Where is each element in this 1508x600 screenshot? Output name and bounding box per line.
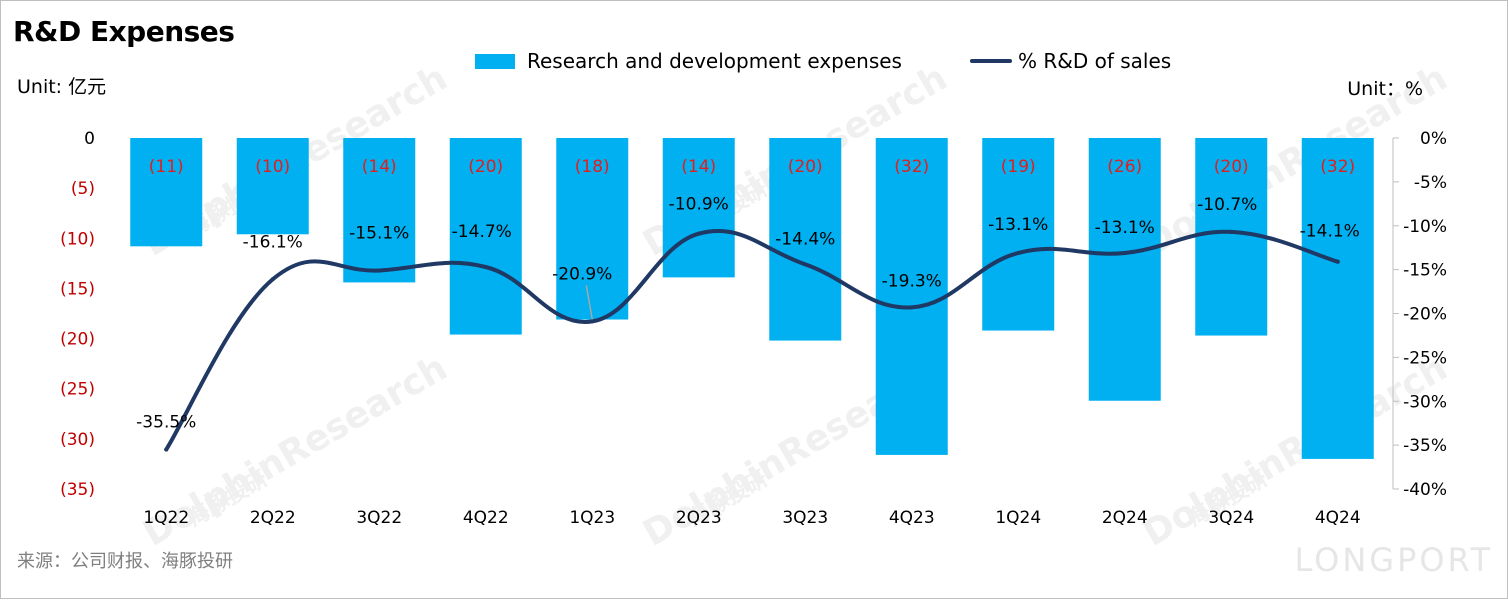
legend-bar-label: Research and development expenses xyxy=(527,49,902,73)
bar-label-1Q24: (19) xyxy=(1001,157,1036,177)
line-label-4Q22: -14.7% xyxy=(452,222,512,242)
legend-item-line: % R&D of sales xyxy=(969,49,1172,73)
left-tick-label: (15) xyxy=(60,279,95,299)
x-tick-label-4Q22: 4Q22 xyxy=(463,508,509,528)
longport-watermark: LONGPORT xyxy=(1294,541,1493,579)
bar-1Q23 xyxy=(556,138,629,320)
line-label-1Q22: -35.5% xyxy=(136,413,196,433)
x-tick-label-1Q22: 1Q22 xyxy=(143,508,189,528)
left-unit-label: Unit: 亿元 xyxy=(17,76,107,98)
bar-label-1Q22: (11) xyxy=(149,157,184,177)
chart-title: R&D Expenses xyxy=(13,15,235,48)
bar-3Q23 xyxy=(769,138,842,341)
bar-label-2Q24: (26) xyxy=(1107,157,1142,177)
left-tick-label: (5) xyxy=(71,179,95,199)
right-tick-label: -25% xyxy=(1403,348,1447,368)
x-tick-label-3Q23: 3Q23 xyxy=(782,508,828,528)
bar-label-3Q23: (20) xyxy=(788,157,823,177)
legend-line-label: % R&D of sales xyxy=(1017,49,1172,73)
line-point-1Q24 xyxy=(1016,250,1021,255)
x-tick-label-3Q22: 3Q22 xyxy=(356,508,402,528)
x-tick-label-4Q23: 4Q23 xyxy=(889,508,935,528)
x-tick-label-1Q24: 1Q24 xyxy=(995,508,1041,528)
right-tick-label: -10% xyxy=(1403,217,1447,237)
bar-4Q24 xyxy=(1301,138,1374,459)
left-tick-label: (35) xyxy=(60,480,95,500)
line-label-2Q22: -16.1% xyxy=(243,232,303,252)
line-label-1Q24: -13.1% xyxy=(988,215,1048,235)
legend-item-bar: Research and development expenses xyxy=(475,49,902,73)
right-tick-label: -15% xyxy=(1403,261,1447,281)
right-tick-label: -40% xyxy=(1403,480,1447,500)
bar-1Q24 xyxy=(982,138,1055,331)
line-point-3Q23 xyxy=(803,262,808,267)
legend: Research and development expenses % R&D … xyxy=(475,49,1171,73)
line-point-1Q23 xyxy=(590,319,595,324)
labels-layer: (11) (10) (14) (20) (18) (14) (20) (32) (19) (26)… xyxy=(136,157,1360,433)
legend-bar-swatch xyxy=(475,53,515,69)
line-label-4Q24: -14.1% xyxy=(1300,222,1360,242)
left-tick-label: 0 xyxy=(84,129,95,149)
line-label-2Q23: -10.9% xyxy=(669,195,729,215)
line-point-1Q22 xyxy=(164,447,169,452)
bar-label-3Q24: (20) xyxy=(1214,157,1249,177)
bar-label-4Q24: (32) xyxy=(1320,157,1355,177)
line-point-3Q24 xyxy=(1229,229,1234,234)
right-tick-label: -30% xyxy=(1403,392,1447,412)
line-label-3Q22: -15.1% xyxy=(349,224,409,244)
right-tick-label: -5% xyxy=(1414,173,1447,193)
line-point-4Q22 xyxy=(483,264,488,269)
line-point-2Q22 xyxy=(270,277,275,282)
bar-label-2Q22: (10) xyxy=(255,157,290,177)
x-tick-label-4Q24: 4Q24 xyxy=(1315,508,1361,528)
x-tick-label-3Q24: 3Q24 xyxy=(1208,508,1254,528)
left-tick-label: (25) xyxy=(60,380,95,400)
bar-2Q24 xyxy=(1088,138,1161,401)
bar-2Q23 xyxy=(662,138,735,278)
source-note: 来源：公司财报、海豚投研 xyxy=(17,551,233,572)
bar-1Q22 xyxy=(130,138,203,247)
x-tick-label-2Q22: 2Q22 xyxy=(250,508,296,528)
bar-label-1Q23: (18) xyxy=(575,157,610,177)
legend-line-swatch xyxy=(969,59,1012,63)
left-tick-label: (20) xyxy=(60,330,95,350)
right-tick-label: -35% xyxy=(1403,436,1447,456)
x-tick-label-2Q23: 2Q23 xyxy=(676,508,722,528)
bar-label-3Q22: (14) xyxy=(362,157,397,177)
line-point-4Q24 xyxy=(1335,259,1340,264)
bar-2Q22 xyxy=(236,138,309,235)
bar-label-4Q22: (20) xyxy=(468,157,503,177)
line-layer xyxy=(164,228,1340,452)
bar-label-2Q23: (14) xyxy=(681,157,716,177)
line-point-4Q23 xyxy=(909,305,914,310)
line-label-1Q23: -20.9% xyxy=(552,264,612,284)
x-tick-label-1Q23: 1Q23 xyxy=(569,508,615,528)
x-tick-label-2Q24: 2Q24 xyxy=(1102,508,1148,528)
line-point-2Q23 xyxy=(696,231,701,236)
right-tick-label: 0% xyxy=(1420,129,1447,149)
line-label-2Q24: -13.1% xyxy=(1095,218,1155,238)
line-label-3Q23: -14.4% xyxy=(775,229,835,249)
bar-label-4Q23: (32) xyxy=(894,157,929,177)
axes-layer: 0 (5) (10) (15) (20) (25) (30) (35) 0% -5% -10% -15… xyxy=(60,129,1447,528)
line-point-3Q22 xyxy=(377,268,382,273)
bar-4Q23 xyxy=(875,138,948,455)
right-tick-label: -20% xyxy=(1403,305,1447,325)
left-tick-label: (10) xyxy=(60,229,95,249)
bars-layer xyxy=(130,138,1374,459)
left-tick-label: (30) xyxy=(60,430,95,450)
bar-3Q22 xyxy=(343,138,416,283)
right-unit-label: Unit：% xyxy=(1347,78,1423,100)
bar-4Q22 xyxy=(449,138,522,335)
line-label-4Q23: -19.3% xyxy=(882,271,942,291)
line-point-2Q24 xyxy=(1122,250,1127,255)
leader-line-1Q23 xyxy=(585,285,593,320)
line-label-3Q24: -10.7% xyxy=(1197,195,1257,215)
